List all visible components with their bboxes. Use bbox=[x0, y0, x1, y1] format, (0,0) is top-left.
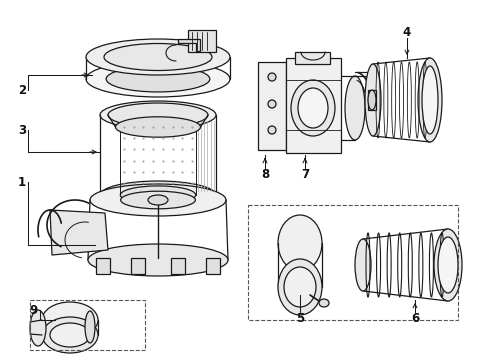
Ellipse shape bbox=[365, 64, 381, 136]
Text: 5: 5 bbox=[296, 311, 304, 324]
Bar bbox=[286, 58, 341, 153]
Text: 2: 2 bbox=[18, 84, 26, 96]
Ellipse shape bbox=[90, 184, 226, 216]
Ellipse shape bbox=[438, 237, 458, 293]
Ellipse shape bbox=[355, 239, 371, 291]
Ellipse shape bbox=[284, 267, 316, 307]
Ellipse shape bbox=[268, 126, 276, 134]
Bar bbox=[96, 258, 110, 274]
Ellipse shape bbox=[434, 229, 462, 301]
Ellipse shape bbox=[121, 186, 196, 204]
Ellipse shape bbox=[298, 88, 328, 128]
Text: 7: 7 bbox=[301, 167, 309, 180]
Ellipse shape bbox=[86, 39, 230, 75]
Ellipse shape bbox=[50, 323, 90, 347]
Ellipse shape bbox=[278, 259, 322, 315]
Ellipse shape bbox=[86, 61, 230, 97]
Bar bbox=[188, 30, 216, 52]
Ellipse shape bbox=[100, 181, 216, 209]
Bar bbox=[206, 258, 220, 274]
Text: 3: 3 bbox=[18, 123, 26, 136]
Bar bbox=[131, 258, 145, 274]
Ellipse shape bbox=[345, 76, 365, 140]
Ellipse shape bbox=[368, 90, 376, 110]
Bar bbox=[171, 258, 185, 274]
Polygon shape bbox=[178, 39, 200, 51]
Ellipse shape bbox=[108, 103, 208, 127]
Ellipse shape bbox=[42, 317, 98, 353]
Ellipse shape bbox=[268, 100, 276, 108]
Ellipse shape bbox=[148, 195, 168, 205]
Ellipse shape bbox=[418, 58, 442, 142]
Text: 9: 9 bbox=[29, 303, 37, 316]
Ellipse shape bbox=[291, 80, 335, 136]
Bar bbox=[295, 52, 330, 64]
Ellipse shape bbox=[100, 101, 216, 129]
Ellipse shape bbox=[319, 299, 329, 307]
Bar bbox=[368, 90, 376, 110]
Text: 8: 8 bbox=[261, 167, 269, 180]
Ellipse shape bbox=[268, 73, 276, 81]
Ellipse shape bbox=[121, 106, 196, 124]
Bar bbox=[30, 300, 145, 350]
Ellipse shape bbox=[121, 191, 196, 209]
Ellipse shape bbox=[104, 44, 212, 71]
Ellipse shape bbox=[85, 311, 95, 343]
Ellipse shape bbox=[106, 66, 210, 92]
Text: 4: 4 bbox=[403, 26, 411, 39]
Bar bbox=[258, 62, 286, 150]
Ellipse shape bbox=[42, 302, 98, 338]
Text: 6: 6 bbox=[411, 311, 419, 324]
Text: 1: 1 bbox=[18, 175, 26, 189]
Ellipse shape bbox=[278, 215, 322, 271]
Ellipse shape bbox=[30, 310, 46, 346]
Polygon shape bbox=[50, 210, 108, 255]
Ellipse shape bbox=[88, 244, 228, 276]
Ellipse shape bbox=[116, 117, 200, 137]
Ellipse shape bbox=[422, 66, 438, 134]
Bar bbox=[248, 205, 458, 320]
